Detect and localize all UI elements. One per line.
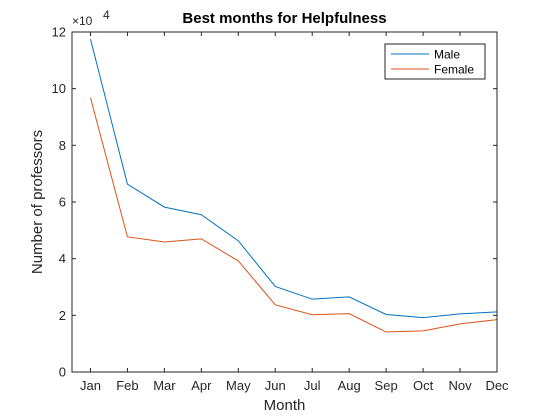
x-tick-label: May [226,378,251,393]
x-tick-label: Jul [304,378,321,393]
y-tick-label: 2 [59,308,66,323]
series-line-male [89,38,498,319]
x-tick-label: Jun [265,378,286,393]
x-axis-label: Month [264,397,306,414]
y-tick-label: 12 [52,25,66,40]
x-tick-label: Aug [338,378,361,393]
x-tick-label: Sep [375,378,398,393]
plot-area [72,32,497,372]
y-tick-label: 8 [59,138,66,153]
y-exponent-base: ×10 [72,14,93,28]
y-tick-label: 10 [52,81,66,96]
ticks-layer: 0 2 4 6 8 10 12 Jan Feb Mar Apr May Jun Jul Aug Sep Oct N… [52,25,510,394]
x-tick-label: Apr [191,378,212,393]
y-tick-label: 4 [59,251,66,266]
y-exponent-power: 4 [103,8,110,22]
x-tick-label: Nov [448,378,472,393]
chart-title: Best months for Helpfulness [182,10,386,27]
legend-label-male: Male [434,48,460,62]
series-line-female [89,97,498,333]
x-tick-label: Oct [413,378,434,393]
y-tick-label: 6 [59,195,66,210]
y-axis-label: Number of professors [29,130,46,274]
legend-box [384,43,486,80]
x-tick-label: Feb [116,378,138,393]
legend-label-female: Female [434,63,474,77]
y-tick-label: 0 [59,365,66,380]
x-tick-label: Mar [153,378,176,393]
x-tick-label: Jan [80,378,101,393]
x-tick-label: Dec [485,378,509,393]
y-exponent: ×10 4 [72,8,110,28]
